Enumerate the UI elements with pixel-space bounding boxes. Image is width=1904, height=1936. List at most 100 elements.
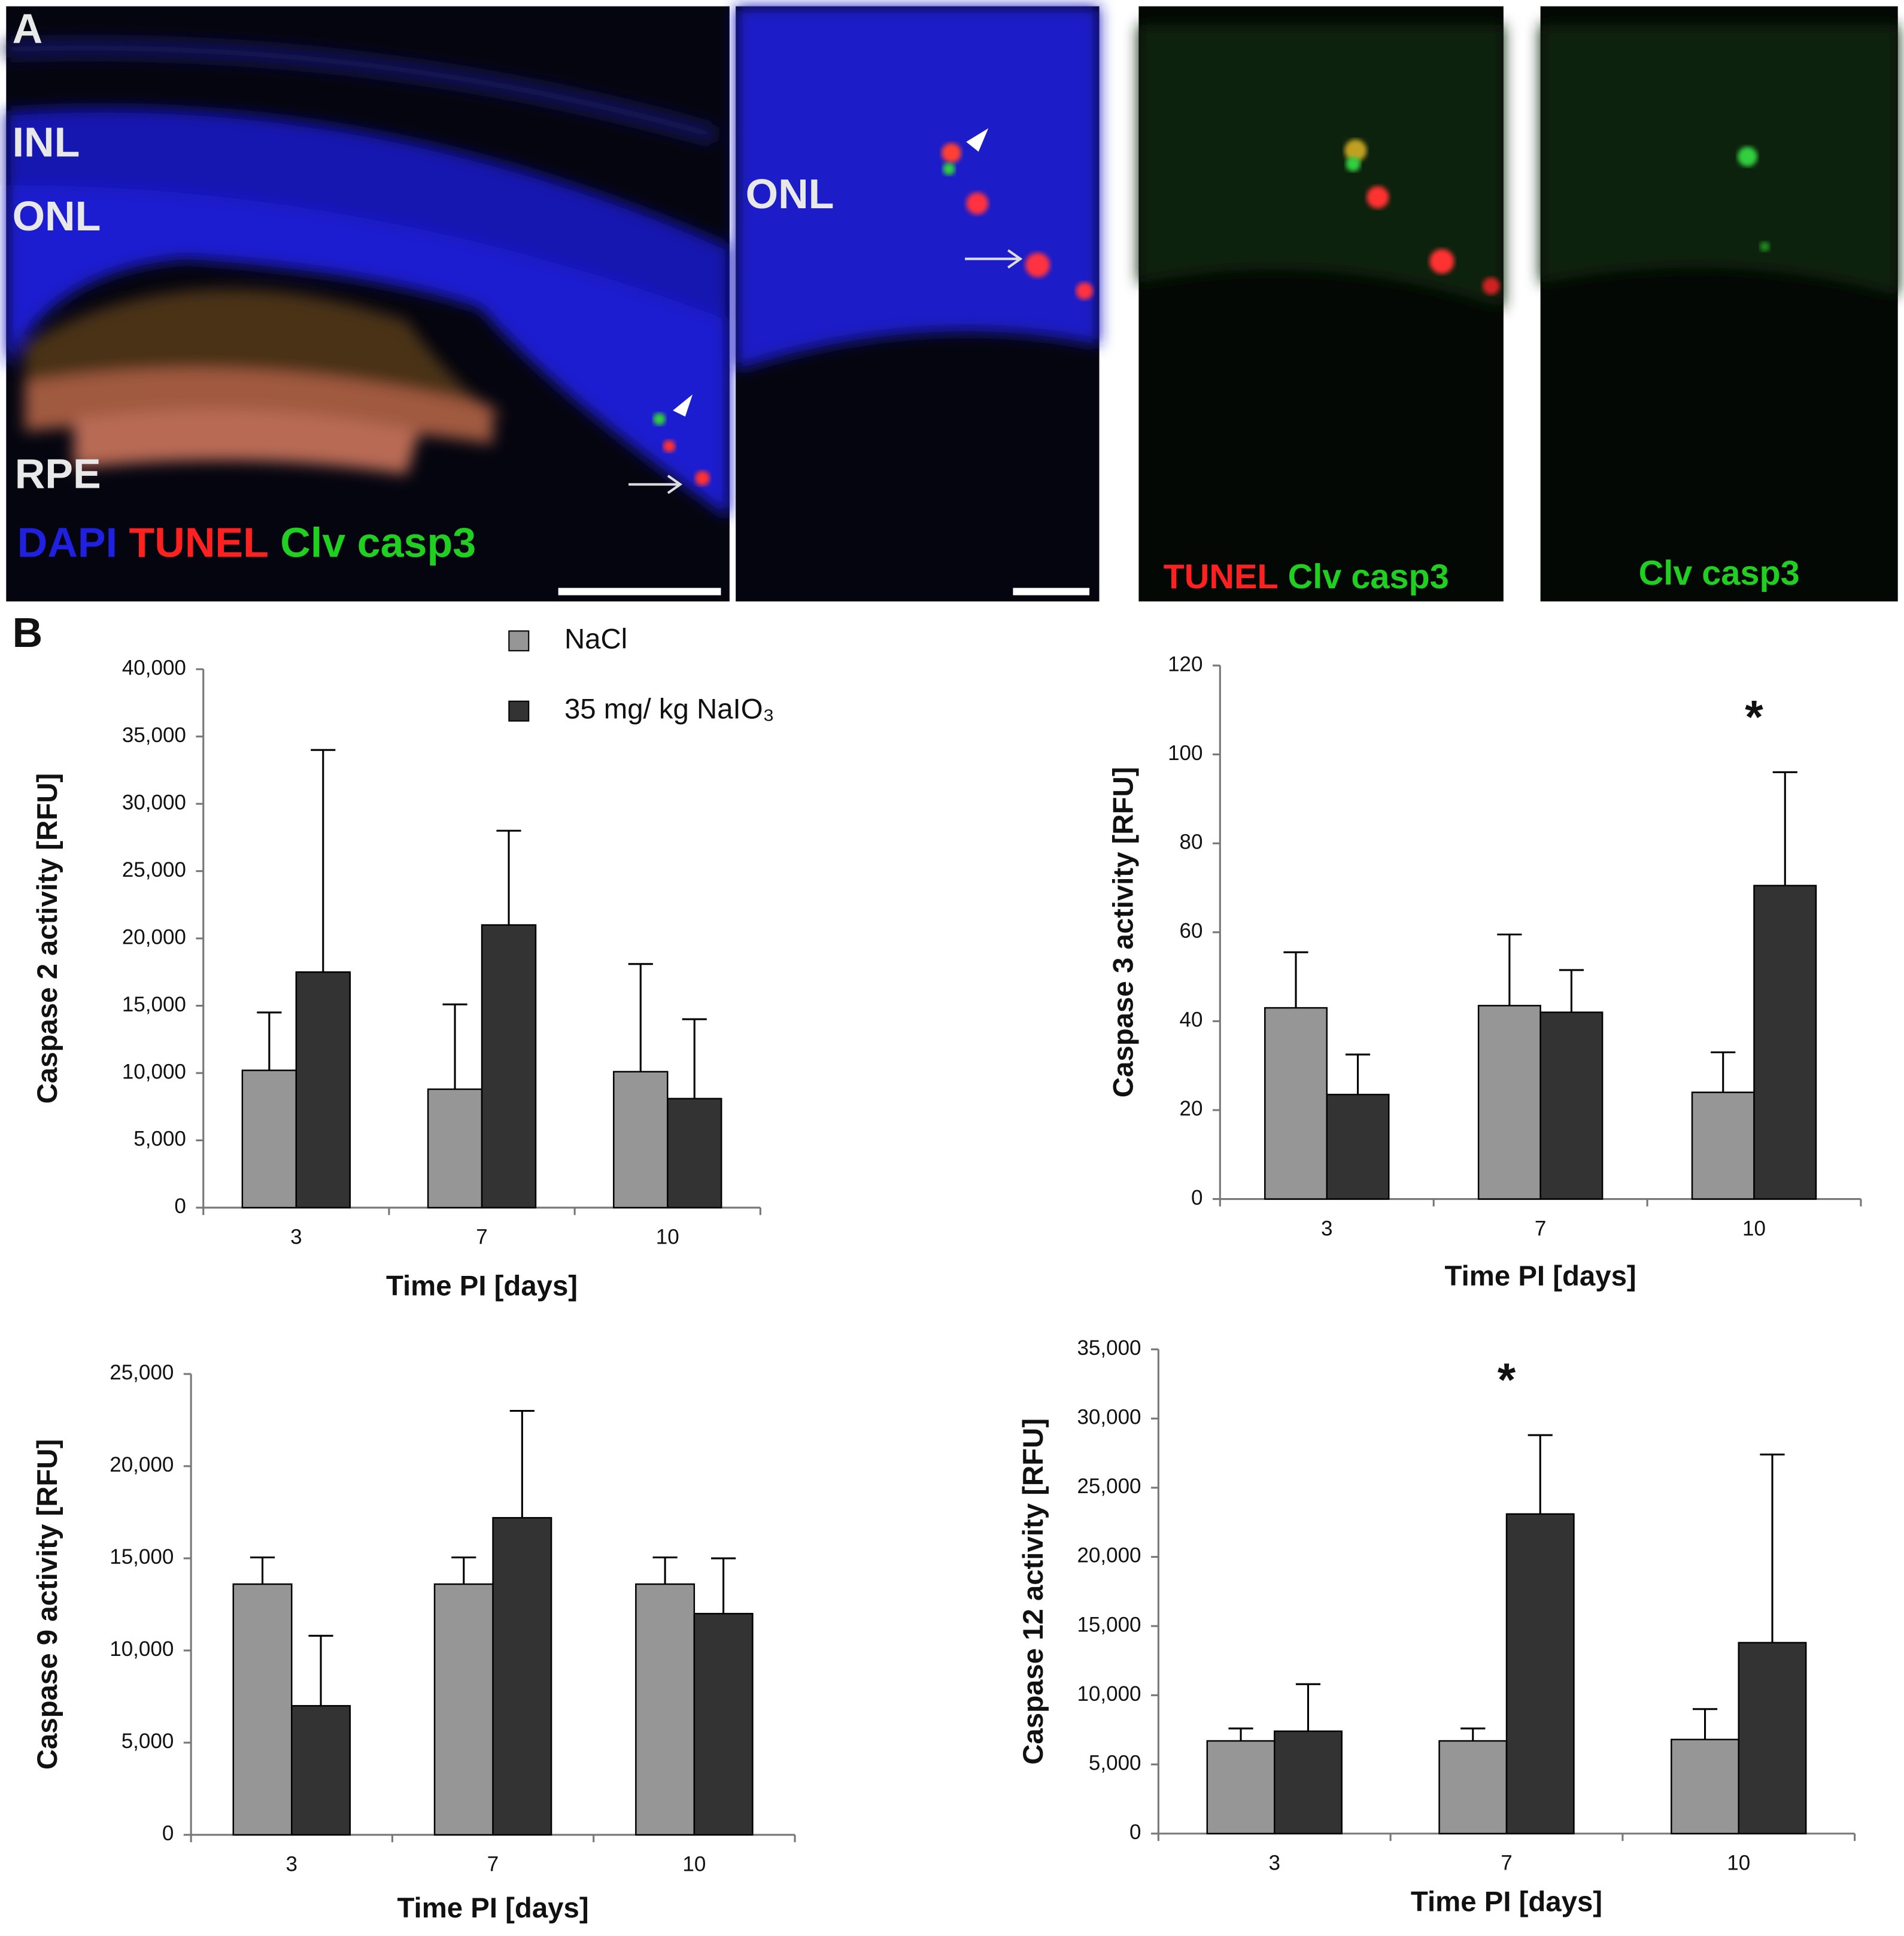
error-bar [496,829,521,925]
bar [613,1071,669,1209]
y-tick-label: 15,000 [1077,1613,1141,1636]
y-tick-label: 25,000 [110,1361,174,1384]
error-bar [1528,1434,1553,1514]
layer-label: ONL [746,171,834,217]
layer-label: RPE [15,451,101,497]
error-bar [1460,1727,1486,1741]
error-bar [682,1018,707,1099]
stain: DAPI [17,519,117,566]
bar [1691,1092,1755,1200]
bar [291,1705,351,1836]
legend-label: 35 mg/ kg NaIO₃ [564,694,775,725]
error-bar [711,1557,736,1614]
stain: Clv casp3 [1639,554,1800,592]
y-tick-label: 0 [162,1822,174,1845]
error-bar [311,749,336,972]
bar [433,1583,494,1836]
bar [635,1583,696,1836]
bar [427,1088,483,1209]
x-tick-label: 7 [487,1853,499,1876]
bar [1477,1005,1541,1200]
y-axis-title: Caspase 2 activity [RFU] [32,773,63,1104]
y-tick-label: 5,000 [122,1730,174,1753]
y-tick-label: 20,000 [122,925,186,949]
error-bar [1295,1683,1321,1731]
bar [1753,885,1817,1200]
layer-label: INL [13,119,80,166]
stain: TUNEL [1164,558,1279,596]
layer-label: ONL [13,193,101,239]
bar [1206,1740,1276,1835]
x-axis-title: Time PI [days] [386,1270,578,1302]
bar [693,1613,754,1836]
bar [241,1069,297,1209]
legend-label: NaCl [564,623,627,655]
x-tick-label: 3 [1269,1852,1280,1875]
x-axis-title: Time PI [days] [1411,1886,1602,1918]
x-tick-label: 10 [1742,1217,1766,1240]
bar [232,1583,293,1836]
y-tick-label: 20,000 [1077,1544,1141,1567]
y-tick-label: 60 [1180,919,1203,943]
y-axis-title: Caspase 12 activity [RFU] [1018,1418,1049,1765]
x-tick-label: 10 [682,1853,706,1876]
y-tick-label: 0 [1191,1186,1202,1209]
x-tick-label: 7 [1535,1217,1546,1240]
error-bar [652,1556,678,1585]
error-bar [442,1003,467,1090]
error-bar [1772,771,1797,886]
bar [492,1516,552,1836]
error-bar [509,1409,535,1518]
y-tick-label: 15,000 [122,993,186,1016]
error-bar [1345,1053,1371,1095]
bar [1438,1740,1508,1835]
error-bar [1228,1727,1253,1741]
bar [667,1098,722,1209]
y-tick-label: 30,000 [122,791,186,814]
error-bar [308,1634,333,1706]
micrograph-4 [1540,6,1898,601]
x-axis-title: Time PI [days] [1445,1260,1636,1292]
y-tick-label: 5,000 [1089,1752,1141,1775]
error-bar [1711,1051,1736,1093]
y-tick-label: 20,000 [110,1453,174,1476]
bar [481,924,537,1209]
x-tick-label: 3 [290,1226,302,1249]
x-tick-label: 3 [286,1853,297,1876]
bar [1539,1011,1604,1200]
y-tick-label: 25,000 [1077,1475,1141,1498]
y-tick-label: 10,000 [110,1637,174,1661]
y-tick-label: 35,000 [1077,1336,1141,1360]
y-tick-label: 20 [1180,1097,1203,1120]
bar [1274,1730,1343,1835]
panel-label: A [13,5,43,52]
x-tick-label: 3 [1321,1217,1332,1240]
error-bar [250,1556,275,1585]
error-bar [1760,1453,1785,1643]
error-bar [1283,951,1308,1008]
bar [1264,1007,1328,1200]
y-tick-label: 25,000 [122,858,186,882]
y-tick-label: 40,000 [122,656,186,679]
y-tick-label: 100 [1168,741,1202,765]
bar [1671,1739,1739,1835]
stain: TUNEL [129,519,269,566]
y-tick-label: 35,000 [122,724,186,747]
stain: Clv casp3 [280,519,476,566]
y-tick-label: 0 [174,1195,186,1218]
x-tick-label: 7 [1501,1852,1512,1875]
stain: Clv casp3 [1288,558,1449,596]
x-tick-label: 10 [656,1226,679,1249]
y-axis-title: Caspase 3 activity [RFU] [1107,767,1139,1098]
y-axis-title: Caspase 9 activity [RFU] [32,1439,63,1770]
error-bar [1692,1708,1718,1740]
micrograph-1 [5,6,730,601]
error-bar [1497,933,1522,1006]
bar [1326,1093,1390,1200]
y-tick-label: 40 [1180,1008,1203,1032]
micrograph-3 [1138,6,1504,601]
y-tick-label: 5,000 [133,1127,186,1151]
y-tick-label: 10,000 [1077,1682,1141,1706]
